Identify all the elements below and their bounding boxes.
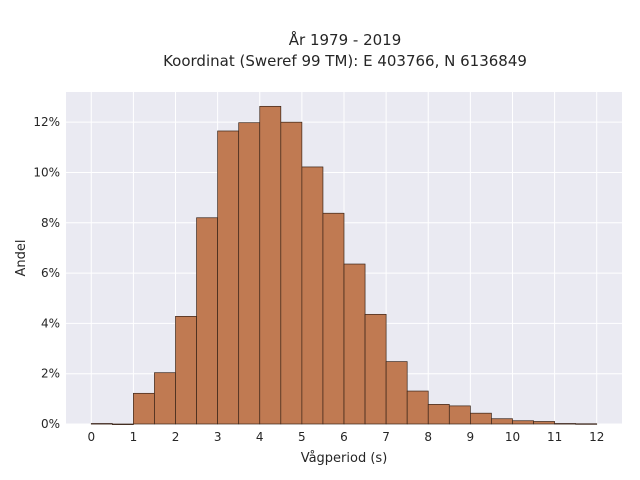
y-tick-labels: 0% 2% 4% 6% 8% 10% 12% bbox=[33, 115, 60, 431]
histogram-bar bbox=[154, 372, 176, 425]
histogram-bar bbox=[427, 404, 450, 425]
x-tick-label: 5 bbox=[298, 430, 306, 444]
x-tick-label: 9 bbox=[467, 430, 475, 444]
bars bbox=[90, 105, 598, 425]
x-tick-label: 1 bbox=[130, 430, 138, 444]
histogram-bar bbox=[322, 212, 345, 425]
histogram-bar bbox=[575, 423, 598, 425]
histogram-bar bbox=[259, 105, 282, 425]
x-tick-label: 2 bbox=[172, 430, 180, 444]
histogram-bar bbox=[217, 130, 240, 425]
histogram-bar bbox=[448, 405, 471, 425]
y-tick-label: 12% bbox=[33, 115, 60, 129]
y-axis-label: Andel bbox=[14, 240, 29, 277]
histogram-bar bbox=[554, 423, 577, 425]
histogram-bar bbox=[133, 392, 155, 425]
y-tick-label: 2% bbox=[41, 367, 60, 381]
x-axis-label: Vågperiod (s) bbox=[301, 451, 388, 466]
histogram-bar bbox=[364, 313, 387, 425]
histogram-bar bbox=[90, 423, 113, 425]
x-tick-label: 4 bbox=[256, 430, 264, 444]
histogram-bar bbox=[301, 166, 324, 425]
histogram-bar bbox=[196, 217, 218, 425]
y-tick-label: 10% bbox=[33, 165, 60, 179]
x-tick-label: 0 bbox=[87, 430, 95, 444]
chart-subtitle: Koordinat (Sweref 99 TM): E 403766, N 61… bbox=[163, 52, 527, 70]
x-tick-label: 12 bbox=[589, 430, 604, 444]
y-tick-label: 0% bbox=[41, 417, 60, 431]
x-tick-label: 3 bbox=[214, 430, 222, 444]
histogram-bar bbox=[470, 412, 492, 425]
histogram-bar bbox=[280, 121, 303, 425]
y-tick-label: 8% bbox=[41, 216, 60, 230]
histogram-bar bbox=[385, 361, 408, 425]
x-tick-label: 11 bbox=[547, 430, 562, 444]
chart-title: År 1979 - 2019 bbox=[289, 30, 402, 49]
histogram-bar bbox=[111, 423, 134, 425]
x-tick-label: 10 bbox=[505, 430, 520, 444]
x-tick-label: 8 bbox=[424, 430, 432, 444]
histogram-bar bbox=[512, 420, 534, 425]
y-tick-label: 6% bbox=[41, 266, 60, 280]
histogram-bar bbox=[343, 263, 366, 425]
x-tick-label: 6 bbox=[340, 430, 348, 444]
y-tick-label: 4% bbox=[41, 316, 60, 330]
histogram-bar bbox=[238, 122, 261, 425]
x-tick-label: 7 bbox=[382, 430, 390, 444]
histogram-bar bbox=[491, 418, 513, 425]
histogram-bar bbox=[406, 390, 429, 425]
x-tick-labels: 0 1 2 3 4 5 6 7 8 9 10 11 12 bbox=[87, 430, 604, 444]
histogram-bar bbox=[533, 421, 555, 425]
histogram-bar bbox=[175, 316, 197, 425]
